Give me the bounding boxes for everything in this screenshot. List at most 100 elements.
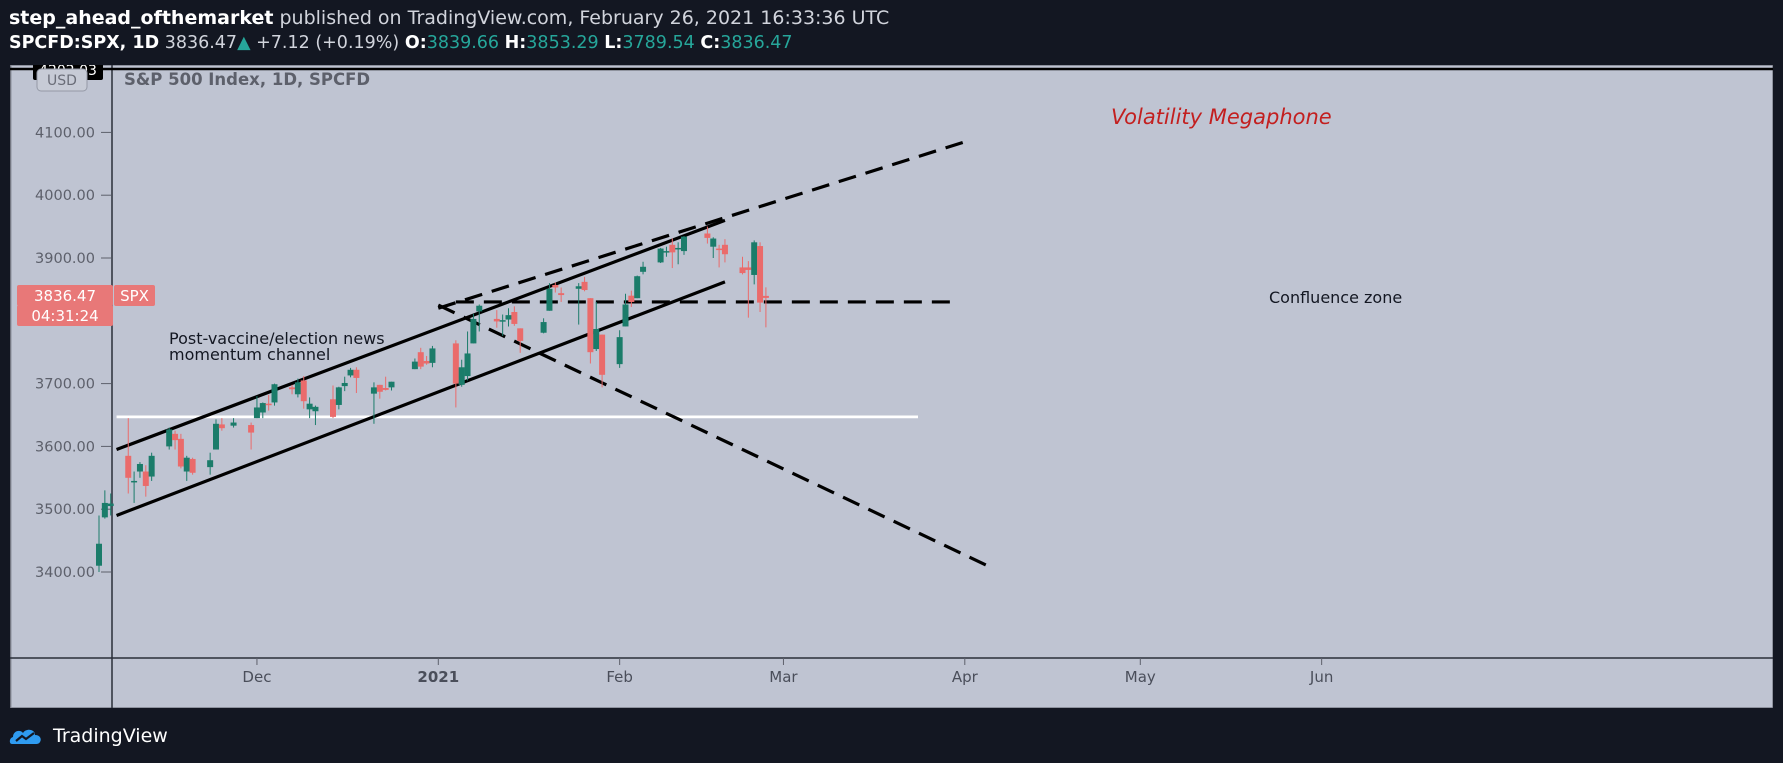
- candle-body: [207, 460, 214, 468]
- candle-body: [306, 403, 313, 410]
- brand-name[interactable]: TradingView: [53, 725, 168, 747]
- candle-body: [411, 361, 418, 370]
- candle-body: [634, 276, 641, 299]
- channel-annotation-line1: Post-vaccine/election news: [169, 329, 385, 348]
- candle-body: [458, 367, 465, 385]
- low-value: 3789.54: [622, 33, 695, 53]
- candle-body: [721, 244, 728, 255]
- x-axis[interactable]: Dec 2021 Feb Mar Apr May Jun: [242, 658, 1333, 686]
- candle-body: [587, 298, 594, 353]
- candle-body: [669, 244, 676, 253]
- symbol-tag-label: SPX: [120, 287, 149, 305]
- candle-body: [616, 337, 623, 365]
- megaphone-lower-line: [437, 303, 995, 571]
- candle-body: [183, 457, 190, 472]
- candle-body: [464, 353, 471, 377]
- candle-body: [581, 281, 588, 291]
- candle-body: [657, 248, 664, 263]
- candle-body: [640, 266, 647, 272]
- low-label: L:: [604, 33, 623, 53]
- candle-body: [294, 382, 301, 395]
- candle-body: [189, 458, 196, 473]
- candle-body: [745, 267, 752, 270]
- candle-body: [558, 293, 565, 296]
- candle-body: [762, 295, 769, 298]
- y-tick-label: 4000.00: [35, 188, 95, 204]
- price-tag: [17, 285, 113, 306]
- y-axis[interactable]: 3400.003500.003600.003700.003800.003900.…: [35, 125, 111, 581]
- candle-body: [101, 502, 108, 518]
- candle-body: [289, 387, 296, 390]
- channel-upper-line: [115, 218, 726, 452]
- candle-body: [248, 425, 255, 433]
- candle-body: [253, 407, 260, 419]
- candle-body: [716, 248, 723, 251]
- candle-body: [341, 382, 348, 387]
- footer: TradingView: [9, 722, 168, 750]
- change-value: +7.12 (+0.19%): [256, 33, 400, 53]
- candle-body: [166, 429, 173, 447]
- candle-body: [370, 387, 377, 394]
- megaphone-upper-line: [437, 140, 966, 310]
- candle-body: [517, 328, 524, 341]
- y-tick-label: 3400.00: [35, 565, 95, 581]
- candle-body: [300, 380, 307, 402]
- symbol-label: SPCFD:SPX, 1D: [9, 33, 160, 53]
- ohlc-line: SPCFD:SPX, 1D 3836.47▲ +7.12 (+0.19%) O:…: [9, 33, 793, 53]
- published-text: published on TradingView.com, February 2…: [279, 7, 890, 29]
- candle-body: [388, 381, 395, 388]
- candle-body: [142, 471, 149, 486]
- candle-body: [470, 318, 477, 344]
- candle-body: [353, 369, 360, 378]
- candle-body: [622, 304, 629, 327]
- candle-body: [540, 322, 547, 333]
- candle-body: [382, 387, 389, 390]
- y-tick-label: 3600.00: [35, 439, 95, 455]
- symbol-tag: [114, 285, 155, 306]
- y-tick-label: 3700.00: [35, 377, 95, 393]
- candle-body: [499, 320, 506, 322]
- candle-body: [575, 286, 582, 289]
- open-value: 3839.66: [426, 33, 500, 53]
- candle-body: [213, 423, 219, 450]
- x-tick-label: Apr: [952, 668, 979, 686]
- candle-body: [230, 422, 237, 426]
- close-value: 3836.47: [720, 33, 793, 53]
- trendline-drawings: [115, 140, 995, 571]
- up-arrow-icon: ▲: [237, 33, 251, 53]
- candle-body: [493, 318, 500, 322]
- author[interactable]: step_ahead_ofthemarket: [9, 7, 274, 29]
- x-tick-label: Mar: [769, 668, 798, 686]
- candle-body: [136, 463, 143, 472]
- candle-body: [177, 438, 184, 467]
- candle-body: [739, 267, 746, 274]
- open-label: O:: [404, 33, 427, 53]
- high-label: H:: [504, 33, 527, 53]
- candle-body: [131, 480, 138, 483]
- candle-body: [107, 503, 114, 507]
- candle-body: [423, 360, 430, 364]
- candle-body: [312, 406, 319, 412]
- candle-body: [552, 285, 559, 288]
- x-tick-label: Feb: [606, 668, 633, 686]
- candle-body: [628, 295, 635, 302]
- countdown-tag: [17, 305, 113, 326]
- candle-body: [429, 348, 436, 363]
- candle-body: [125, 455, 132, 478]
- candle-body: [452, 343, 459, 384]
- chart-title: S&P 500 Index, 1D, SPCFD: [124, 70, 370, 89]
- currency-badge[interactable]: [36, 68, 88, 92]
- candle-body: [675, 247, 682, 250]
- close-label: C:: [700, 33, 721, 53]
- last-price: 3836.47: [164, 33, 238, 53]
- chart-area[interactable]: 3400.003500.003600.003700.003800.003900.…: [10, 65, 1773, 708]
- candle-body: [546, 288, 553, 311]
- candle-body: [330, 399, 336, 417]
- candle-body: [172, 433, 179, 441]
- megaphone-annotation: Volatility Megaphone: [1111, 105, 1332, 129]
- candle-body: [681, 236, 687, 252]
- price-tag-value: 3836.47: [34, 287, 96, 305]
- candle-body: [757, 246, 764, 303]
- x-tick-label: Jun: [1309, 668, 1333, 686]
- candle-body: [663, 251, 670, 253]
